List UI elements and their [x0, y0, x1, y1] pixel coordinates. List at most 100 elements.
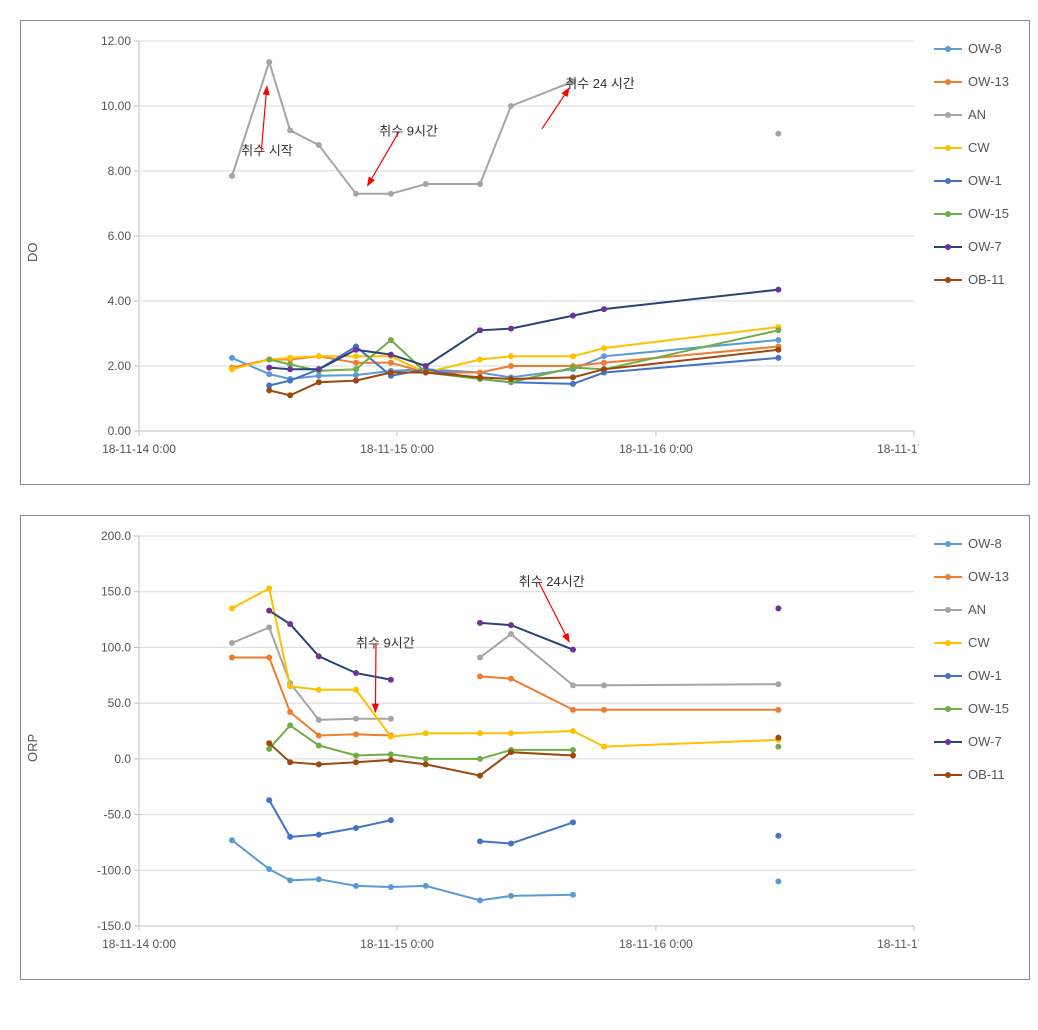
legend-item-an: AN: [934, 602, 1019, 617]
series-marker: [266, 746, 272, 752]
x-tick-label: 18-11-17 0:00: [877, 937, 919, 951]
series-marker: [508, 676, 514, 682]
legend-label: OW-1: [968, 173, 1002, 188]
annotation-text: 취수 시작: [241, 143, 292, 158]
series-marker: [353, 825, 359, 831]
series-marker: [266, 797, 272, 803]
series-marker: [601, 345, 607, 351]
legend-label: OW-7: [968, 239, 1002, 254]
series-marker: [477, 730, 483, 736]
series-marker: [388, 751, 394, 757]
series-marker: [508, 353, 514, 359]
series-marker: [287, 834, 293, 840]
legend-item-ow-7: OW-7: [934, 239, 1019, 254]
y-tick-label: 6.00: [108, 229, 132, 243]
series-marker: [508, 631, 514, 637]
series-marker: [353, 731, 359, 737]
legend-item-ob-11: OB-11: [934, 767, 1019, 782]
series-marker: [508, 376, 514, 382]
series-marker: [316, 761, 322, 767]
series-marker: [477, 374, 483, 380]
annotation-arrow: [375, 643, 376, 712]
series-marker: [266, 624, 272, 630]
series-marker: [388, 884, 394, 890]
series-marker: [570, 747, 576, 753]
series-marker: [266, 654, 272, 660]
series-marker: [477, 838, 483, 844]
series-marker: [316, 687, 322, 693]
series-marker: [775, 287, 781, 293]
series-marker: [570, 728, 576, 734]
series-marker: [287, 355, 293, 361]
series-marker: [570, 381, 576, 387]
series-marker: [477, 327, 483, 333]
legend-label: AN: [968, 107, 986, 122]
series-marker: [388, 734, 394, 740]
series-marker: [477, 654, 483, 660]
series-marker: [316, 717, 322, 723]
series-marker: [316, 366, 322, 372]
series-marker: [775, 327, 781, 333]
legend-item-ow-1: OW-1: [934, 668, 1019, 683]
series-line-cw: [232, 588, 778, 746]
series-marker: [353, 191, 359, 197]
x-tick-label: 18-11-17 0:00: [877, 442, 919, 456]
series-marker: [229, 640, 235, 646]
annotation-arrow: [539, 582, 569, 642]
series-marker: [775, 878, 781, 884]
series-marker: [287, 709, 293, 715]
series-marker: [601, 366, 607, 372]
series-marker: [508, 622, 514, 628]
series-marker: [353, 753, 359, 759]
legend-label: OW-8: [968, 536, 1002, 551]
series-marker: [423, 756, 429, 762]
legend-item-cw: CW: [934, 140, 1019, 155]
series-marker: [229, 173, 235, 179]
series-marker: [229, 355, 235, 361]
x-tick-label: 18-11-15 0:00: [360, 937, 434, 951]
series-marker: [353, 716, 359, 722]
y-tick-label: 200.0: [101, 529, 131, 543]
annotation-text: 취수 9시간: [356, 635, 415, 650]
chart-orp: ORP-150.0-100.0-50.00.050.0100.0150.0200…: [20, 515, 1030, 980]
legend-label: OW-13: [968, 74, 1009, 89]
series-marker: [423, 363, 429, 369]
legend-label: CW: [968, 635, 990, 650]
y-axis-label: ORP: [21, 516, 44, 979]
series-marker: [601, 707, 607, 713]
series-marker: [508, 363, 514, 369]
series-marker: [353, 759, 359, 765]
series-line-ow-1: [269, 800, 778, 843]
series-marker: [775, 337, 781, 343]
y-axis-label: DO: [21, 21, 44, 484]
series-marker: [287, 378, 293, 384]
series-marker: [266, 866, 272, 872]
series-marker: [266, 59, 272, 65]
series-marker: [316, 832, 322, 838]
y-tick-label: 0.0: [114, 752, 131, 766]
legend-label: OB-11: [968, 767, 1005, 782]
series-marker: [353, 366, 359, 372]
legend-label: OB-11: [968, 272, 1005, 287]
series-marker: [353, 372, 359, 378]
series-marker: [316, 876, 322, 882]
series-marker: [316, 379, 322, 385]
legend-item-ow-8: OW-8: [934, 536, 1019, 551]
series-marker: [477, 673, 483, 679]
series-marker: [570, 682, 576, 688]
series-marker: [388, 352, 394, 358]
legend-item-ow-13: OW-13: [934, 74, 1019, 89]
y-tick-label: 4.00: [108, 294, 132, 308]
series-line-ow-13: [232, 658, 778, 736]
series-marker: [570, 353, 576, 359]
series-marker: [508, 326, 514, 332]
series-marker: [266, 585, 272, 591]
series-marker: [388, 191, 394, 197]
legend: OW-8OW-13ANCWOW-1OW-15OW-7OB-11: [919, 516, 1029, 979]
series-marker: [775, 605, 781, 611]
series-marker: [423, 883, 429, 889]
series-marker: [601, 682, 607, 688]
plot-area: 0.002.004.006.008.0010.0012.0018-11-14 0…: [44, 21, 919, 481]
series-marker: [287, 877, 293, 883]
series-marker: [353, 347, 359, 353]
